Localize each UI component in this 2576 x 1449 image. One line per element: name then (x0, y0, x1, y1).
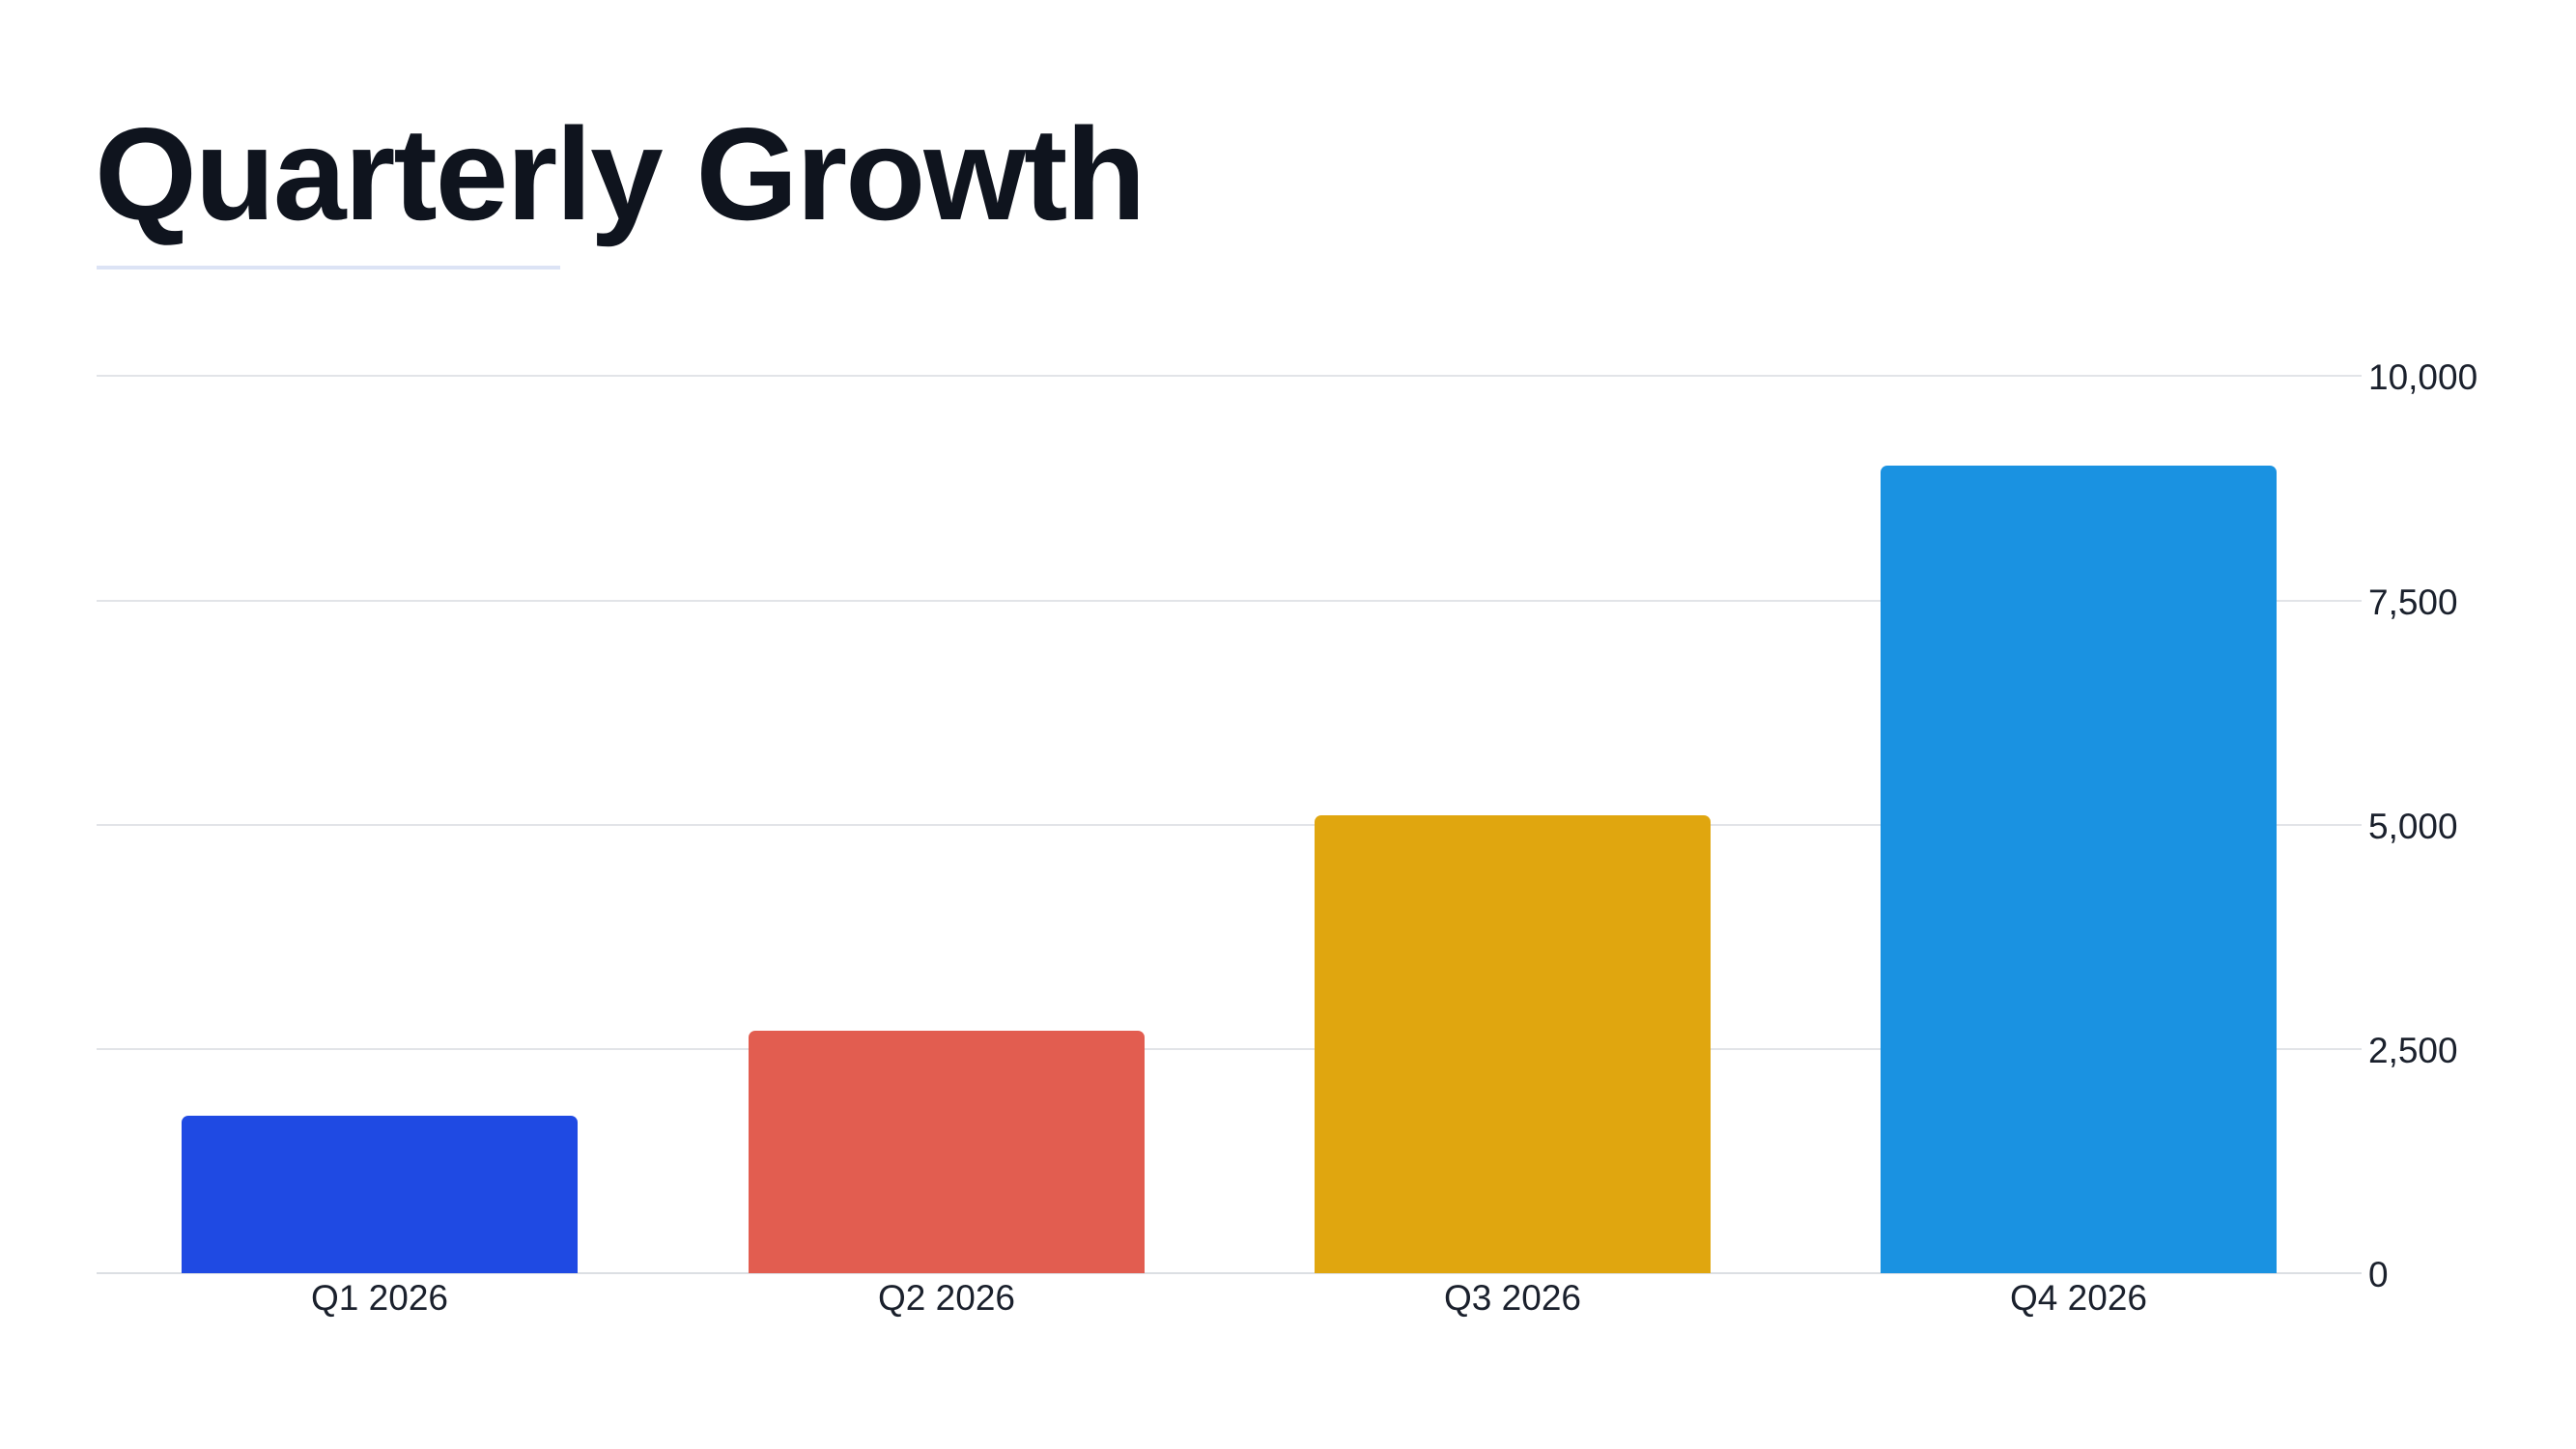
title-underline (97, 266, 560, 270)
y-tick-label: 7,500 (2368, 582, 2458, 622)
y-tick-label: 10,000 (2368, 357, 2478, 397)
y-tick-label: 5,000 (2368, 807, 2458, 846)
gridline-2500 (97, 1048, 2362, 1050)
bar-q1-2026[interactable] (182, 1116, 578, 1273)
bar-q3-2026[interactable] (1315, 815, 1711, 1273)
gridline-5000 (97, 824, 2362, 826)
y-tick-label: 2,500 (2368, 1031, 2458, 1070)
x-tick-label: Q3 2026 (1444, 1278, 1581, 1318)
gridline-7500 (97, 600, 2362, 602)
bar-q4-2026[interactable] (1881, 466, 2277, 1273)
x-tick-label: Q4 2026 (2010, 1278, 2147, 1318)
x-tick-label: Q1 2026 (311, 1278, 448, 1318)
y-tick-label: 0 (2368, 1255, 2389, 1294)
bar-q2-2026[interactable] (749, 1031, 1145, 1273)
chart-title: Quarterly Growth (95, 100, 1146, 247)
gridline-10000 (97, 375, 2362, 377)
x-tick-label: Q2 2026 (878, 1278, 1015, 1318)
x-axis-baseline (97, 1272, 2362, 1274)
